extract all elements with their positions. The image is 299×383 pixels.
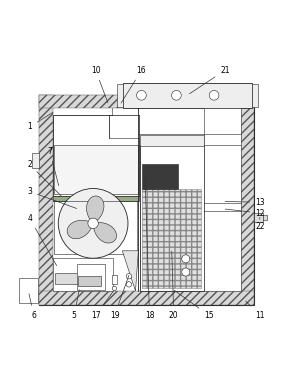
Bar — [53, 115, 139, 196]
Polygon shape — [93, 223, 117, 243]
Text: 4: 4 — [27, 214, 57, 265]
Circle shape — [126, 282, 132, 287]
Bar — [39, 95, 254, 108]
Bar — [78, 276, 101, 286]
Bar — [53, 196, 139, 201]
Text: 18: 18 — [145, 179, 154, 320]
Circle shape — [99, 277, 105, 282]
Circle shape — [88, 218, 98, 229]
Text: 1: 1 — [28, 112, 53, 131]
Bar — [112, 275, 117, 284]
Bar — [204, 108, 241, 291]
Text: 19: 19 — [110, 275, 129, 320]
Circle shape — [172, 90, 181, 100]
Bar — [254, 213, 263, 221]
Text: 13: 13 — [225, 198, 265, 207]
Bar — [54, 146, 138, 194]
Text: 22: 22 — [255, 218, 265, 231]
Circle shape — [58, 188, 128, 258]
Bar — [140, 135, 204, 146]
Circle shape — [112, 286, 117, 291]
Bar — [33, 153, 39, 168]
Polygon shape — [122, 251, 138, 291]
Bar — [55, 273, 100, 285]
Circle shape — [209, 90, 219, 100]
Circle shape — [126, 273, 132, 279]
Bar — [39, 291, 254, 304]
Bar — [263, 215, 267, 220]
Text: 11: 11 — [246, 301, 265, 320]
Bar — [39, 95, 254, 304]
Circle shape — [182, 255, 190, 263]
Text: 2: 2 — [28, 160, 61, 196]
Bar — [123, 82, 252, 108]
Text: 6: 6 — [29, 294, 36, 320]
Polygon shape — [67, 220, 93, 239]
Text: 17: 17 — [91, 292, 113, 320]
Bar — [109, 115, 139, 138]
Text: 10: 10 — [91, 66, 108, 103]
Text: 21: 21 — [190, 66, 230, 94]
Bar — [241, 95, 254, 304]
Bar — [117, 84, 123, 107]
Bar — [53, 258, 113, 291]
Text: 20: 20 — [169, 251, 179, 320]
Bar — [77, 264, 105, 290]
Bar — [54, 200, 137, 254]
Bar — [142, 164, 178, 188]
Text: 12: 12 — [225, 208, 265, 218]
Circle shape — [137, 90, 146, 100]
Text: 16: 16 — [121, 66, 146, 103]
Circle shape — [182, 268, 190, 276]
Text: 7: 7 — [48, 147, 59, 186]
Polygon shape — [86, 196, 104, 223]
Bar — [19, 278, 38, 303]
Bar — [252, 84, 258, 107]
Bar — [140, 145, 204, 291]
Bar — [142, 189, 201, 288]
Text: 15: 15 — [174, 290, 213, 320]
Text: 3: 3 — [27, 187, 77, 208]
Bar — [39, 95, 53, 304]
Text: 5: 5 — [72, 290, 79, 320]
